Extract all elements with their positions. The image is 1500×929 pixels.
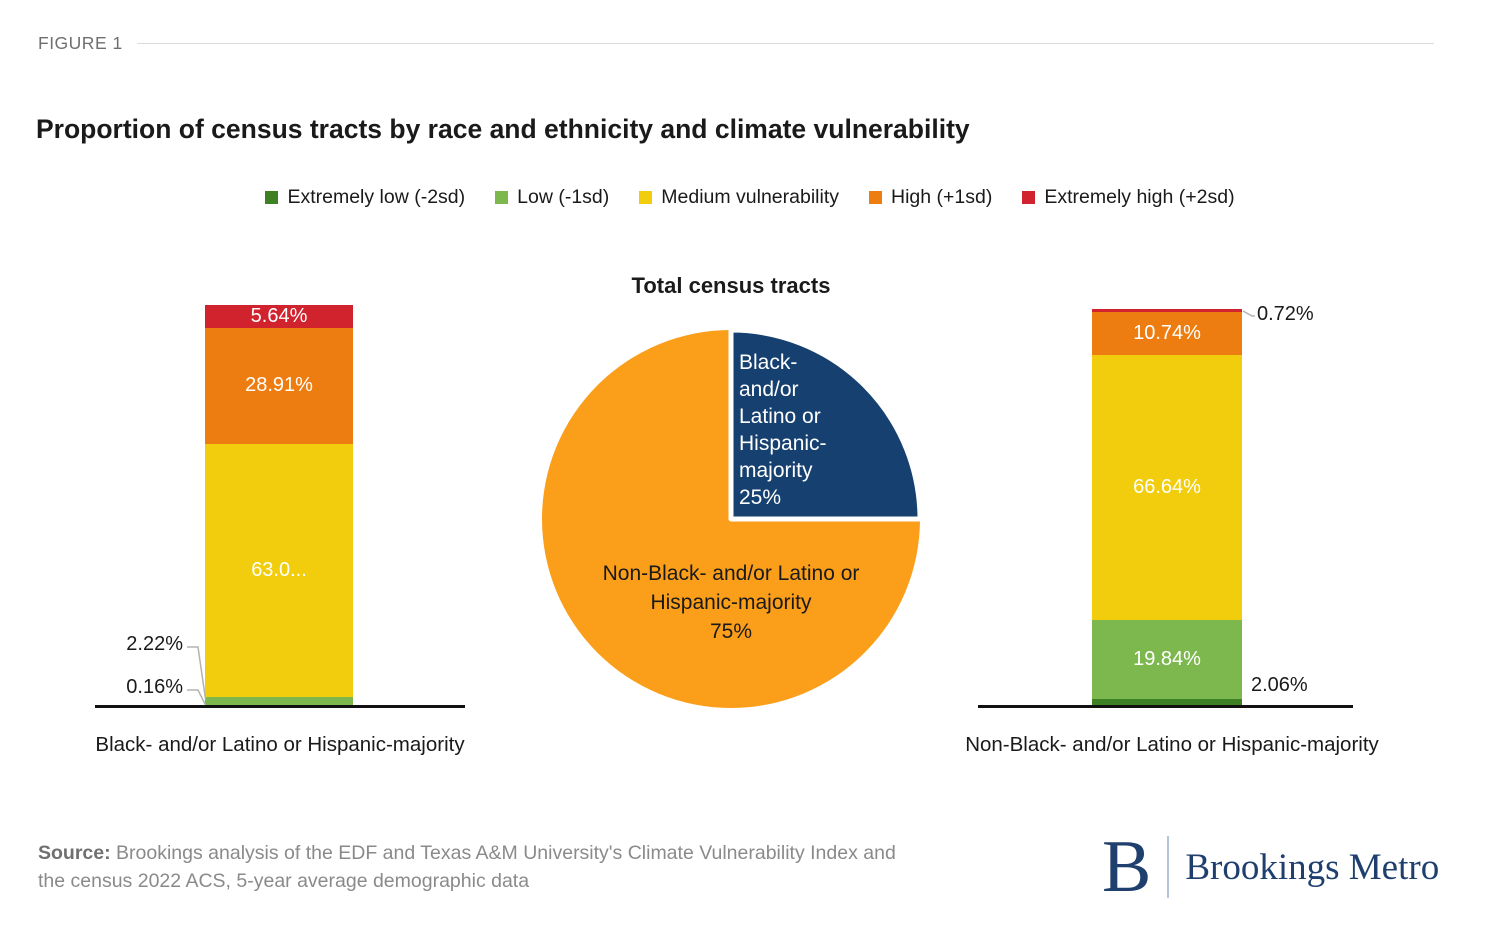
source-note: Source: Brookings analysis of the EDF an… (38, 840, 898, 895)
callout-line-extremely-low-left (187, 689, 207, 706)
bar-segment-label: 66.64% (1133, 475, 1201, 498)
bar-segment-label: 19.84% (1133, 647, 1201, 670)
legend-swatch (1022, 191, 1036, 204)
bar-segment: 5.64% (205, 305, 353, 328)
legend-item: Extremely high (+2sd) (1022, 186, 1235, 209)
legend-item: Low (-1sd) (495, 186, 609, 209)
bar-segment-label: 63.0... (251, 559, 307, 582)
source-text: Brookings analysis of the EDF and Texas … (38, 842, 896, 892)
pie-label-black-majority: Black- and/or Latino or Hispanic- majori… (739, 351, 827, 509)
bar-segment: 63.0... (205, 443, 353, 698)
callout-label-extremely-low-left: 0.16% (126, 676, 183, 698)
bar-segment (1092, 698, 1242, 707)
callout-line-low-left (187, 646, 207, 700)
legend-item: High (+1sd) (869, 186, 992, 209)
callout-label-low-left: 2.22% (126, 633, 183, 655)
pie-chart (542, 327, 923, 708)
legend-label: Medium vulnerability (661, 186, 840, 208)
bar-segment: 19.84% (1092, 619, 1242, 699)
bar-segment-label: 10.74% (1133, 321, 1201, 344)
stacked-bar-black-majority: 5.64% 28.91% 63.0... (205, 305, 353, 707)
bar-segment-label: 28.91% (245, 374, 313, 397)
brookings-metro-wordmark: Brookings Metro (1185, 846, 1440, 888)
callout-label-extremely-low-right: 2.06% (1251, 674, 1308, 696)
pie-title: Total census tracts (631, 273, 831, 298)
x-axis-left (95, 705, 465, 708)
bar-segment (205, 697, 353, 707)
brookings-metro-logo: B Brookings Metro (1102, 830, 1439, 904)
header-rule (136, 43, 1434, 44)
legend-swatch (265, 191, 279, 204)
legend-item: Medium vulnerability (639, 186, 839, 209)
legend-item: Extremely low (-2sd) (265, 186, 465, 209)
source-prefix: Source: (38, 842, 111, 864)
category-label-nonblack-majority: Non-Black- and/or Latino or Hispanic-maj… (965, 733, 1379, 756)
legend-swatch (869, 191, 883, 204)
legend-label: Extremely high (+2sd) (1044, 186, 1235, 208)
legend-label: High (+1sd) (891, 186, 993, 208)
legend-label: Low (-1sd) (517, 186, 610, 208)
legend-swatch (639, 191, 653, 204)
pie-slice-black-majority (728, 327, 923, 522)
logo-divider (1167, 836, 1170, 898)
category-label-black-majority: Black- and/or Latino or Hispanic-majorit… (95, 733, 465, 756)
brookings-b-logo-mark: B (1102, 826, 1152, 908)
stacked-bar-nonblack-majority: 10.74% 66.64% 19.84% (1092, 309, 1242, 707)
legend-label: Extremely low (-2sd) (287, 186, 466, 208)
callout-label-extremely-high-right: 0.72% (1257, 303, 1314, 325)
figure-header: FIGURE 1 (38, 33, 1434, 54)
bar-segment: 66.64% (1092, 354, 1242, 620)
bar-segment (1092, 309, 1242, 312)
bar-segment-label: 5.64% (250, 304, 308, 327)
bar-segment: 10.74% (1092, 311, 1242, 355)
bar-segment: 28.91% (205, 327, 353, 444)
chart-title: Proportion of census tracts by race and … (36, 113, 970, 144)
callout-line-extremely-high-right (1242, 310, 1255, 317)
figure-number-label: FIGURE 1 (38, 33, 123, 53)
legend: Extremely low (-2sd) Low (-1sd) Medium vul… (0, 186, 1500, 209)
pie-label-nonblack-majority: Non-Black- and/or Latino or Hispanic-maj… (602, 562, 860, 643)
legend-swatch (495, 191, 509, 204)
x-axis-right (978, 705, 1353, 708)
